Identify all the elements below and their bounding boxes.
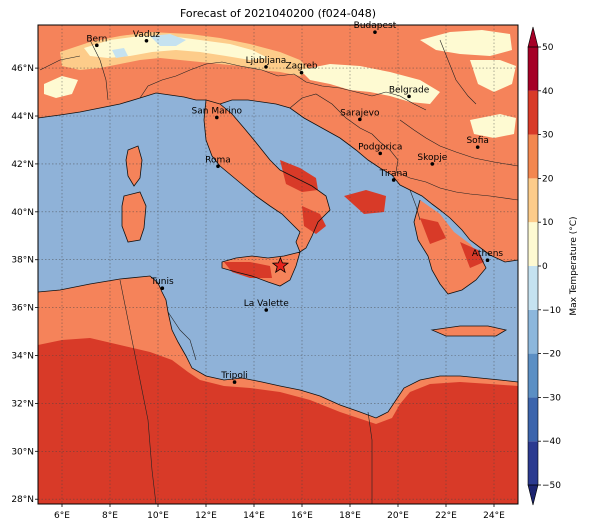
colorbar-label: Max Temperature (°C) <box>569 216 579 315</box>
star-marker <box>271 256 290 274</box>
lon-tick-label: 12°E <box>195 511 217 521</box>
city-dot <box>264 65 268 69</box>
lat-tick-label: 28°N <box>11 495 34 505</box>
italy-field <box>204 100 330 252</box>
city-label: Vaduz <box>133 30 160 40</box>
lon-tick-label: 8°E <box>102 511 118 521</box>
city-label: Roma <box>205 155 231 165</box>
colorbar-segment <box>528 397 538 442</box>
colorbar-segment <box>528 90 538 135</box>
city-label: San Marino <box>192 106 243 116</box>
lat-tick-label: 34°N <box>11 352 34 362</box>
pale-yellow-field <box>44 30 516 138</box>
city-dot <box>264 308 269 312</box>
colorbar-max-extend <box>527 26 539 48</box>
colorbar-segment <box>528 178 538 223</box>
warm-hotspots <box>224 160 484 278</box>
colorbar-tick-label: 30 <box>542 131 554 141</box>
city-label: Athens <box>472 249 503 259</box>
colorbar-segment <box>528 353 538 398</box>
city-dot <box>430 162 435 166</box>
lon-tick-label: 10°E <box>147 511 169 521</box>
lat-tick-label: 46°N <box>11 64 34 74</box>
lat-tick-label: 32°N <box>11 399 34 409</box>
map-frame <box>37 24 519 505</box>
city-label: Tirana <box>379 169 408 179</box>
lon-tick-label: 18°E <box>339 511 361 521</box>
city-dot <box>358 117 362 122</box>
colorbar-tick-label: 50 <box>542 43 554 53</box>
crete-field <box>432 326 506 336</box>
city-label: La Valette <box>244 299 289 309</box>
city-label: Budapest <box>354 21 397 31</box>
city-dot <box>215 115 219 120</box>
lon-tick-label: 16°E <box>291 511 313 521</box>
colorbar: 50 40 30 20 10 0 −10 −20 −30 −40 −50 <box>527 26 561 506</box>
lat-tick-label: 40°N <box>11 208 34 218</box>
city-dot <box>144 39 149 43</box>
colorbar-segment <box>528 309 538 354</box>
colorbar-tick-label: −30 <box>542 393 561 403</box>
colorbar-tick-label: 10 <box>542 218 554 228</box>
city-dot <box>485 258 490 262</box>
lon-tick-label: 24°E <box>483 511 505 521</box>
cold-spot <box>112 34 186 58</box>
colorbar-tick-label: 20 <box>542 174 554 184</box>
city-dot <box>407 94 411 99</box>
map-title: Forecast of 2021040200 (f024-048) <box>179 7 377 20</box>
longitude-ticks: 6°E 8°E 10°E 12°E 14°E 16°E 18°E 20°E 22°E 24°E <box>54 504 505 521</box>
city-dot <box>160 286 165 291</box>
graticule <box>38 25 518 504</box>
lon-tick-label: 22°E <box>435 511 457 521</box>
lon-tick-label: 20°E <box>387 511 409 521</box>
location-star-icon <box>271 256 290 274</box>
colorbar-tick-label: −40 <box>542 437 561 447</box>
city-dot <box>216 164 220 169</box>
coastlines <box>38 92 518 419</box>
lon-tick-label: 6°E <box>54 511 70 521</box>
city-dot <box>299 70 304 75</box>
city-label: Sarajevo <box>340 108 380 118</box>
city-dot <box>378 151 383 156</box>
city-label: Tunis <box>150 277 174 287</box>
colorbar-tick-label: −50 <box>542 481 561 491</box>
colorbar-tick-label: −10 <box>542 306 561 316</box>
lat-tick-label: 38°N <box>11 256 34 266</box>
colorbar-tick-label: 40 <box>542 87 554 97</box>
city-label: Belgrade <box>389 85 430 95</box>
city-dot <box>373 30 377 34</box>
city-label: Ljubljana <box>246 56 287 66</box>
colorbar-segment <box>528 134 538 179</box>
colorbar-tick-label: −20 <box>542 350 561 360</box>
lat-tick-label: 30°N <box>11 447 34 457</box>
city-label: Zagreb <box>285 62 317 72</box>
city-label: Bern <box>86 34 107 44</box>
corsica-field <box>126 146 142 186</box>
city-label: Sofia <box>466 136 488 146</box>
colorbar-segment <box>528 441 538 485</box>
lon-tick-label: 14°E <box>243 511 265 521</box>
lat-tick-label: 42°N <box>11 160 34 170</box>
colorbar-segment <box>528 47 538 91</box>
lat-tick-label: 36°N <box>11 304 34 314</box>
city-dot <box>391 178 396 182</box>
lat-tick-label: 44°N <box>11 112 34 122</box>
city-label: Skopje <box>417 153 447 163</box>
sardinia-field <box>122 192 146 242</box>
colorbar-min-extend <box>527 484 539 506</box>
city-label: Podgorica <box>358 142 402 152</box>
city-dot <box>232 380 237 384</box>
city-dot <box>95 43 99 48</box>
colorbar-segment <box>528 266 538 310</box>
country-borders <box>39 39 518 504</box>
latitude-ticks: 28°N 30°N 32°N 34°N 36°N 38°N 40°N 42°N 44°N 46°N <box>11 64 38 505</box>
city-label: Tripoli <box>220 371 248 381</box>
colorbar-segment <box>528 222 538 266</box>
colorbar-tick-label: 0 <box>542 262 548 272</box>
city-dot <box>475 145 480 149</box>
